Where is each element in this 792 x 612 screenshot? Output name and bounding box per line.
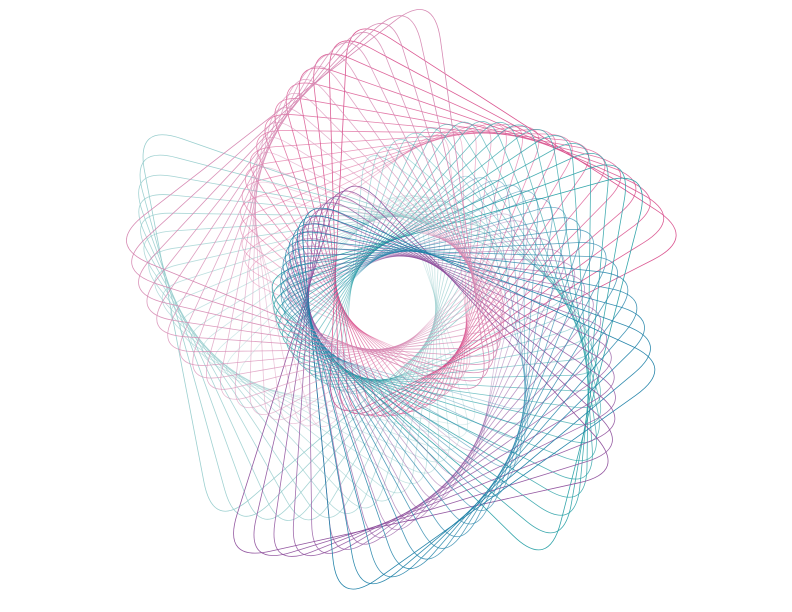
spiral-stroke (138, 22, 495, 374)
spiral-stroke (161, 201, 457, 502)
spiral-stroke (249, 137, 500, 415)
spiral-stroke (288, 231, 638, 570)
spiral-stroke (273, 153, 609, 516)
spiral-stroke (297, 215, 651, 585)
spiral-stroke (167, 53, 503, 353)
spiral-stroke (256, 130, 573, 412)
spiral-stroke (282, 247, 618, 549)
spiral-stroke (180, 196, 442, 484)
spiral-stroke (299, 67, 637, 417)
spiral-stroke (329, 28, 677, 412)
spiral-stroke (282, 197, 553, 483)
spiral-stroke (273, 196, 616, 557)
spiral-stroke (213, 195, 460, 451)
spiral-stroke (271, 177, 643, 551)
spiral-stroke (292, 223, 645, 578)
spiral-stroke (179, 65, 504, 366)
spiral-stroke (296, 120, 601, 408)
spiral-stroke (282, 129, 597, 462)
spiral-stroke (139, 154, 503, 517)
spiral-stroke (286, 237, 553, 489)
spiral-stroke (140, 212, 486, 521)
spiral-stroke (138, 194, 492, 521)
spiral-stroke (142, 134, 508, 512)
spiral-stroke (302, 215, 612, 550)
spiral-stroke (280, 229, 594, 525)
spiral-stroke (294, 230, 602, 538)
spiral-stroke (291, 238, 594, 531)
spiral-stroke (285, 82, 622, 417)
spiral-stroke (234, 122, 502, 409)
spiral-stroke (233, 185, 609, 554)
spiral-stroke (286, 248, 565, 501)
spiral-stroke (192, 79, 505, 379)
spiral-stroke (272, 164, 626, 534)
spiral-stroke (280, 217, 581, 512)
spiral-stroke (249, 129, 556, 409)
spiral-stroke (328, 40, 665, 414)
spiral-stroke (154, 204, 464, 509)
spiral-stroke (250, 167, 493, 425)
spiral-stroke (285, 239, 629, 560)
spiral-stroke (281, 242, 607, 537)
spiral-stroke (126, 9, 485, 390)
spiral-stroke (201, 195, 450, 463)
spiral-stroke (146, 31, 498, 365)
spiral-stroke (205, 92, 505, 390)
spiral-stroke (278, 135, 593, 480)
spiral-stroke (253, 190, 613, 556)
spiral-stroke (131, 15, 490, 382)
spiral-stroke (298, 223, 608, 545)
spiral-stroke (292, 202, 616, 557)
spiral-stroke (253, 152, 497, 421)
spiral-stroke (307, 208, 615, 554)
spiral-stroke (284, 190, 539, 468)
spiral-stroke (287, 184, 526, 453)
spiral-stroke (302, 207, 656, 590)
spiral-stroke (290, 180, 529, 439)
spiral-stroke (143, 212, 479, 518)
spiral-stroke (275, 143, 592, 498)
spiral-stroke (156, 42, 501, 357)
